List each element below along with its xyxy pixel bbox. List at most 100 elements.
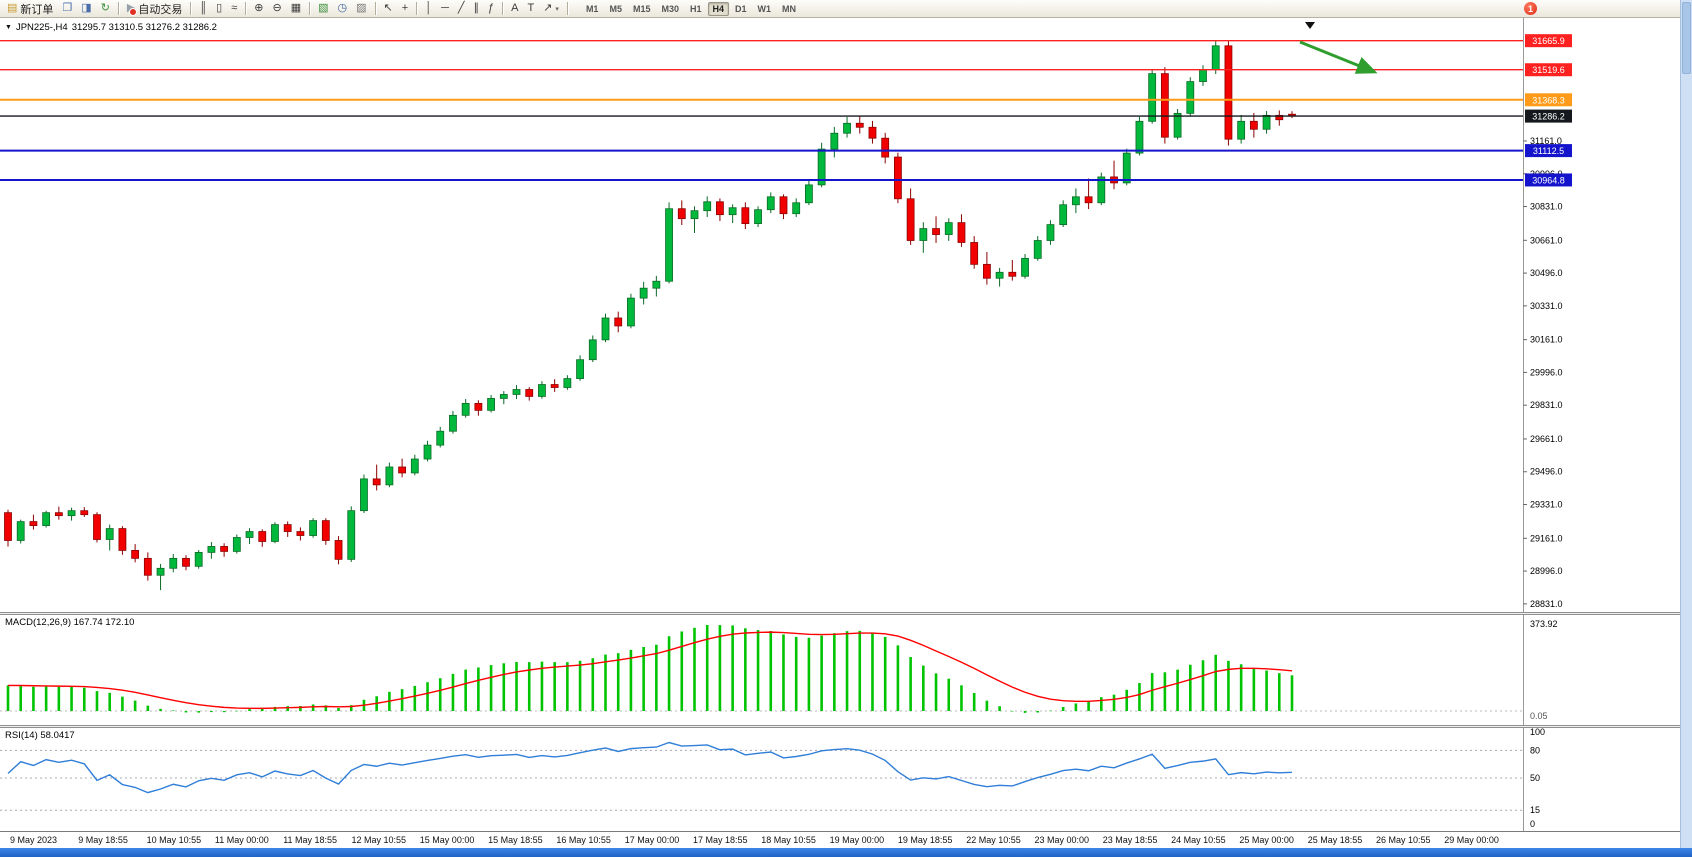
channel-icon: ∥ <box>473 2 480 14</box>
price-level-badge-text: 31665.9 <box>1532 36 1565 46</box>
text-label-icon: T <box>527 2 535 14</box>
price-level-badge-text: 31112.5 <box>1533 146 1564 156</box>
chart-dropdown-icon[interactable]: ▼ <box>5 24 12 31</box>
candle-body <box>1071 196 1080 206</box>
candle-body <box>690 210 699 220</box>
fibonacci-button[interactable]: ƒ <box>484 0 498 17</box>
price-axis-label: 29996.0 <box>1530 367 1563 377</box>
candle-body <box>792 202 801 215</box>
refresh-button[interactable]: ↻ <box>97 0 114 17</box>
macd-bar <box>426 682 429 711</box>
macd-bar <box>807 637 811 711</box>
timeframe-buttons: M1 M5 M15 M30 H1 H4 D1 W1 MN <box>581 1 801 16</box>
candle-body <box>220 546 229 552</box>
zoom-in-icon: ⊕ <box>254 2 264 14</box>
auto-trading-button[interactable]: ▶自动交易 <box>123 0 186 17</box>
macd-bar <box>1100 697 1103 711</box>
tile-windows-button[interactable]: ▦ <box>287 0 305 17</box>
notification-badge[interactable]: 1 <box>1524 2 1537 15</box>
line-chart-button[interactable]: ≈ <box>227 0 241 17</box>
price-axis-label: 31161.0 <box>1530 136 1562 146</box>
time-axis-label: 17 May 00:00 <box>624 835 680 845</box>
macd-bar <box>527 662 531 711</box>
channel-button[interactable]: ∥ <box>470 0 484 17</box>
macd-bar <box>146 705 150 711</box>
price-level-badge-text: 30964.8 <box>1532 175 1565 185</box>
timeframe-w1[interactable]: W1 <box>757 3 772 14</box>
crosshair-button[interactable]: + <box>398 0 412 17</box>
trendline-button[interactable]: ╱ <box>454 0 469 17</box>
time-axis-label: 15 May 18:55 <box>488 835 543 845</box>
macd-bar <box>1163 672 1167 711</box>
trend-arrow-annotation[interactable] <box>1299 40 1378 74</box>
main-chart-panel[interactable]: 31161.030996.030831.030661.030496.030331… <box>0 18 1680 612</box>
panel-divider[interactable] <box>0 725 1680 728</box>
zoom-out-button[interactable]: ⊖ <box>269 0 286 17</box>
macd-bar <box>972 693 976 711</box>
toolbar-separator <box>374 2 376 15</box>
macd-bar <box>1023 711 1027 713</box>
panel-divider[interactable] <box>0 612 1680 615</box>
horizontal-line-button[interactable]: ─ <box>437 0 453 17</box>
new-order-button-label: 新订单 <box>20 3 54 16</box>
profiles-icon: ◨ <box>81 2 92 14</box>
zoom-in-button[interactable]: ⊕ <box>250 0 267 17</box>
templates-button[interactable]: ▨ <box>352 0 370 17</box>
cursor-button[interactable]: ↖ <box>380 0 397 17</box>
text-button[interactable]: A <box>507 0 522 17</box>
price-axis-label: 29831.0 <box>1530 400 1563 410</box>
timeframe-h4[interactable]: H4 <box>707 1 730 16</box>
new-order-button[interactable]: ▤ 新订单 <box>3 0 57 17</box>
candle-body <box>1084 196 1093 204</box>
candle-body <box>194 552 203 567</box>
macd-bar <box>909 657 912 711</box>
macd-bar <box>1150 673 1154 711</box>
indicators-icon: ▧ <box>318 2 329 14</box>
candle-body <box>639 287 648 299</box>
timeframe-d1[interactable]: D1 <box>735 3 747 14</box>
time-axis[interactable]: 9 May 2023 9 May 18:55 10 May 10:55 11 May … <box>0 831 1680 849</box>
timeframe-mn[interactable]: MN <box>782 3 797 14</box>
candle-body <box>1199 69 1207 82</box>
candle-body <box>1148 73 1157 122</box>
macd-bar <box>1176 669 1179 711</box>
timeframe-h1[interactable]: H1 <box>690 3 702 14</box>
macd-bar <box>871 632 874 711</box>
macd-bar <box>629 649 633 711</box>
macd-bar <box>1239 664 1243 711</box>
price-axis-label: 28831.0 <box>1530 599 1563 609</box>
timeframe-m30[interactable]: M30 <box>661 3 679 14</box>
charts-button[interactable]: ❐ <box>58 0 76 17</box>
candle-body <box>271 524 279 542</box>
candle-body <box>131 550 140 559</box>
arrows-button[interactable]: ↗ ▾ <box>539 0 563 17</box>
macd-bar <box>655 644 658 711</box>
candlestick-button[interactable]: ▯ <box>212 0 226 17</box>
period-button[interactable]: ◷ <box>334 0 352 17</box>
macd-bar <box>1265 670 1268 711</box>
profiles-button[interactable]: ◨ <box>77 0 95 17</box>
toolbar-separator <box>190 2 192 15</box>
clock-icon: ◷ <box>337 2 348 14</box>
vertical-line-button[interactable]: │ <box>421 0 436 17</box>
macd-bar <box>1252 668 1256 711</box>
macd-bar <box>731 625 734 711</box>
timeframe-m5[interactable]: M5 <box>609 3 622 14</box>
timeframe-m15[interactable]: M15 <box>632 3 651 14</box>
macd-bar <box>400 689 404 711</box>
macd-bar <box>1036 711 1040 713</box>
rsi-line <box>7 741 1293 794</box>
timeframe-m1[interactable]: M1 <box>585 3 599 14</box>
candle-body <box>970 242 979 265</box>
vertical-scrollbar[interactable] <box>1680 0 1692 848</box>
candle-body <box>398 466 406 474</box>
time-axis-label: 19 May 00:00 <box>829 835 885 845</box>
object-anchor-marker[interactable] <box>1305 22 1315 29</box>
text-label-button[interactable]: T <box>523 0 538 17</box>
scrollbar-thumb[interactable] <box>1682 2 1691 74</box>
new-chart-button[interactable]: ▧ <box>314 0 332 17</box>
macd-bar <box>133 700 137 711</box>
bar-chart-button[interactable]: ║ <box>195 0 211 17</box>
macd-bar <box>121 696 124 711</box>
time-axis-label: 10 May 10:55 <box>146 835 202 845</box>
